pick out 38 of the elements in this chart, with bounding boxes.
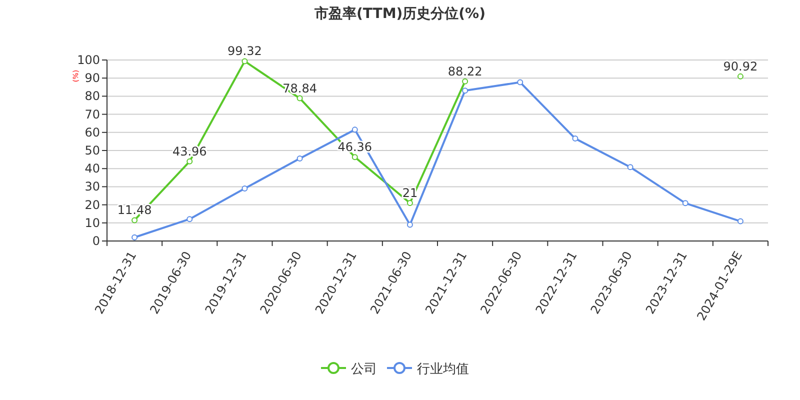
y-tick-label: 60 — [84, 125, 100, 140]
point — [572, 136, 578, 142]
point — [132, 217, 138, 224]
point — [296, 155, 303, 162]
y-tick-label: 0 — [92, 234, 100, 248]
chart-title: 市盈率(TTM)历史分位(%) — [314, 5, 486, 22]
point — [737, 73, 744, 80]
point — [242, 186, 248, 192]
point — [406, 200, 413, 206]
point — [242, 58, 248, 64]
point — [682, 200, 688, 206]
data-label: 99.32 — [228, 44, 262, 58]
point — [186, 158, 193, 164]
data-label: 78.84 — [282, 81, 317, 96]
y-tick-label: 50 — [84, 144, 100, 158]
point — [462, 88, 468, 94]
point — [737, 218, 744, 224]
point — [406, 222, 413, 228]
point — [627, 164, 634, 170]
y-tick-label: 80 — [84, 89, 100, 104]
data-label: 90.92 — [723, 59, 758, 74]
point — [352, 126, 358, 133]
point — [186, 216, 193, 222]
point — [296, 95, 303, 102]
legend-label: 公司 — [351, 362, 377, 377]
y-tick-label: 100 — [77, 53, 100, 67]
y-tick-label: 40 — [84, 162, 100, 176]
point — [132, 234, 138, 240]
y-tick-label: 70 — [84, 107, 100, 122]
y-tick-label: 30 — [84, 180, 100, 194]
y-tick-label: 20 — [84, 198, 100, 212]
legend-label: 行业均值 — [417, 362, 469, 377]
point — [517, 79, 524, 86]
point — [352, 154, 358, 160]
y-tick-label: 10 — [84, 216, 100, 230]
point — [462, 78, 468, 84]
y-tick-label: 90 — [84, 71, 100, 86]
data-label: 88.22 — [448, 64, 482, 78]
